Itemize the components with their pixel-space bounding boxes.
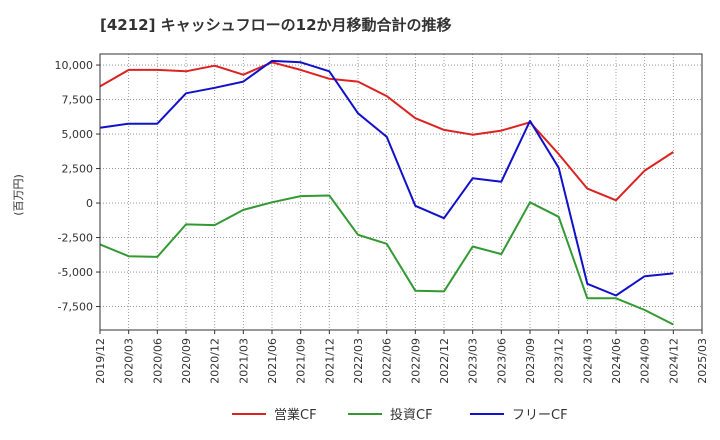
x-axis-ticks: 2019/12 2020/03 2020/06 2020/09 2020/12 2021/…	[94, 330, 709, 384]
y-axis-ticks: 10,000 7,500 5,000 2,500 0 -2,500 -5,000 -7,500	[55, 59, 100, 314]
series-lines	[99, 59, 674, 326]
x-tick-label: 2020/12	[209, 338, 222, 384]
x-tick-label: 2022/06	[381, 338, 394, 384]
legend: 営業CF 投資CF フリーCF	[232, 407, 568, 423]
x-tick-label: 2021/09	[295, 338, 308, 384]
x-tick-label: 2021/06	[266, 338, 279, 384]
x-tick-label: 2023/03	[467, 338, 480, 384]
series-line-0	[99, 61, 674, 202]
x-tick-label: 2023/06	[495, 338, 508, 384]
y-tick-label: 10,000	[55, 59, 94, 72]
x-tick-label: 2024/06	[610, 338, 623, 384]
x-tick-label: 2024/09	[639, 338, 652, 384]
x-tick-label: 2019/12	[94, 338, 107, 384]
legend-label-2: フリーCF	[512, 408, 568, 423]
y-tick-label: 5,000	[62, 128, 94, 141]
y-tick-label: 2,500	[62, 163, 94, 176]
x-tick-label: 2024/03	[581, 338, 594, 384]
x-tick-label: 2020/06	[151, 338, 164, 384]
x-tick-label: 2022/03	[352, 338, 365, 384]
y-tick-label: -5,000	[58, 266, 93, 279]
x-tick-label: 2023/12	[553, 338, 566, 384]
y-tick-label: 7,500	[62, 94, 94, 107]
x-tick-label: 2020/03	[123, 338, 136, 384]
x-tick-label: 2023/09	[524, 338, 537, 384]
y-tick-label: -2,500	[58, 232, 93, 245]
x-tick-label: 2021/12	[323, 338, 336, 384]
y-axis-label: (百万円)	[12, 174, 25, 216]
x-tick-label: 2024/12	[667, 338, 680, 384]
series-line-2	[99, 59, 674, 297]
series-line-1	[99, 194, 674, 326]
x-tick-label: 2020/09	[180, 338, 193, 384]
plot-frame	[99, 53, 703, 331]
x-tick-label: 2021/03	[237, 338, 250, 384]
grid-lines	[99, 54, 703, 330]
y-tick-label: -7,500	[58, 301, 93, 314]
chart-title: [4212] キャッシュフローの12か月移動合計の推移	[100, 16, 452, 34]
x-tick-label: 2025/03	[696, 338, 709, 384]
y-tick-label: 0	[86, 197, 93, 210]
x-tick-label: 2022/09	[409, 338, 422, 384]
x-tick-label: 2022/12	[438, 338, 451, 384]
legend-label-1: 投資CF	[390, 407, 433, 423]
legend-label-0: 営業CF	[274, 407, 317, 423]
